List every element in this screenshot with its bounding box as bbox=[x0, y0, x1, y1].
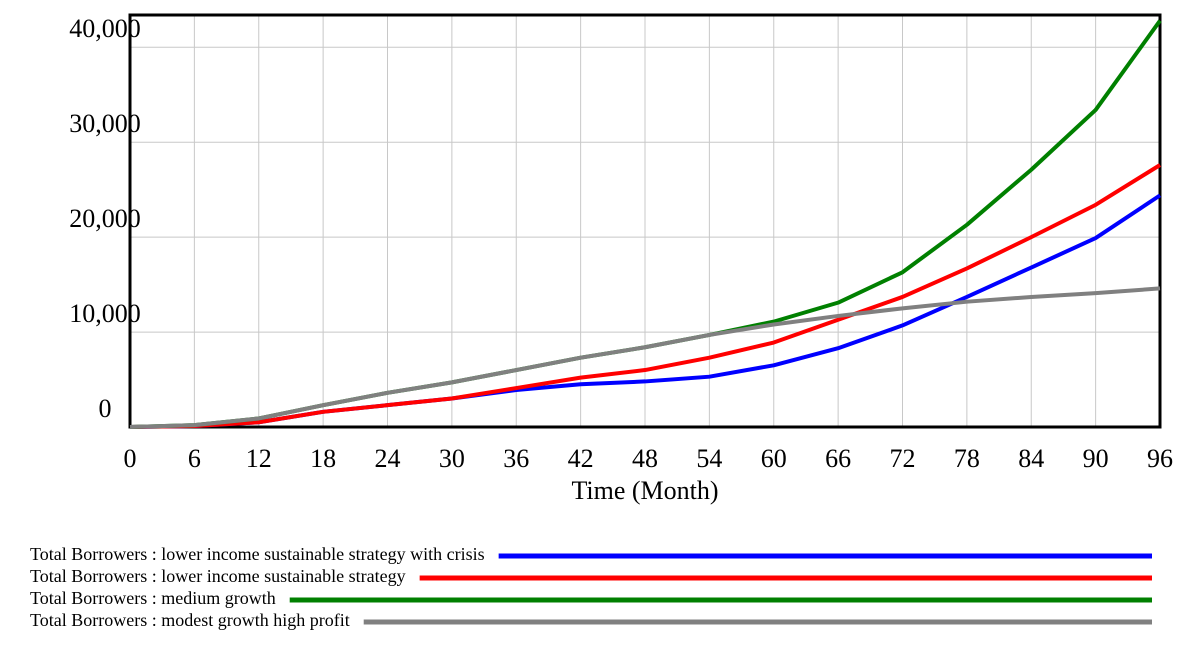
x-tick-label: 78 bbox=[954, 444, 980, 473]
x-tick-label: 18 bbox=[310, 444, 336, 473]
x-tick-label: 36 bbox=[503, 444, 529, 473]
x-tick-label: 54 bbox=[696, 444, 722, 473]
x-tick-label: 84 bbox=[1018, 444, 1044, 473]
legend-label: Total Borrowers : lower income sustainab… bbox=[30, 544, 485, 564]
legend-label: Total Borrowers : modest growth high pro… bbox=[30, 610, 350, 630]
series-line bbox=[129, 286, 1161, 429]
legend-label: Total Borrowers : medium growth bbox=[30, 588, 276, 608]
x-tick-label: 30 bbox=[439, 444, 465, 473]
series-line bbox=[129, 163, 1162, 429]
x-axis-label: Time (Month) bbox=[571, 476, 718, 505]
y-tick-label: 0 bbox=[99, 394, 112, 423]
plot-frame bbox=[128, 13, 1162, 429]
x-tick-label: 12 bbox=[246, 444, 272, 473]
x-tick-label: 66 bbox=[825, 444, 851, 473]
x-tick-label: 0 bbox=[124, 444, 137, 473]
x-tick-label: 96 bbox=[1147, 444, 1173, 473]
x-tick-label: 48 bbox=[632, 444, 658, 473]
x-tick-label: 90 bbox=[1083, 444, 1109, 473]
x-tick-label: 60 bbox=[761, 444, 787, 473]
x-tick-label: 6 bbox=[188, 444, 201, 473]
x-tick-label: 72 bbox=[890, 444, 916, 473]
legend-label: Total Borrowers : lower income sustainab… bbox=[30, 566, 406, 586]
x-tick-label: 24 bbox=[375, 444, 401, 473]
x-tick-label: 42 bbox=[568, 444, 594, 473]
